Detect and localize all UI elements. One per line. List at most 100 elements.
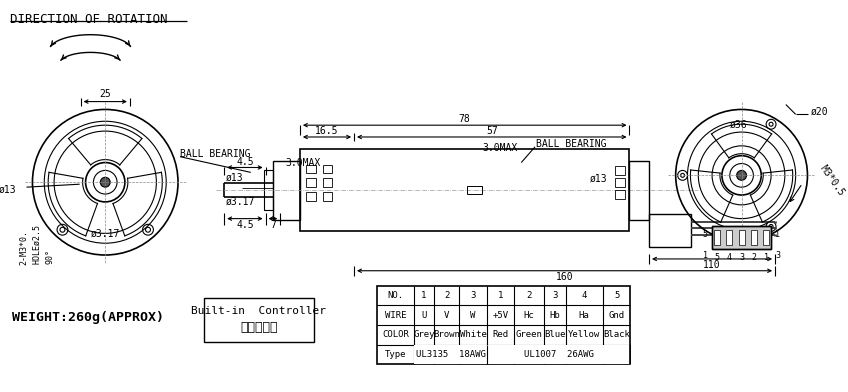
Text: V: V [444, 310, 449, 319]
Text: W: W [471, 310, 476, 319]
Bar [377, 285, 630, 364]
Text: 5: 5 [715, 254, 719, 263]
Text: DIRECTION OF ROTATION: DIRECTION OF ROTATION [10, 13, 167, 26]
Text: 78: 78 [459, 114, 471, 124]
Text: 110: 110 [703, 260, 721, 270]
Text: 5: 5 [703, 230, 708, 239]
Circle shape [146, 227, 150, 232]
Text: UL1007  26AWG: UL1007 26AWG [524, 350, 594, 359]
Text: ø13: ø13 [226, 172, 244, 182]
Text: 1: 1 [421, 291, 427, 300]
Text: 25: 25 [99, 89, 111, 99]
Bar [487, 345, 630, 364]
Text: 1: 1 [703, 250, 708, 260]
Text: +5V: +5V [493, 310, 509, 319]
Bar [649, 214, 691, 247]
Text: ø13: ø13 [590, 173, 608, 183]
Text: 3: 3 [471, 291, 476, 300]
Text: 2: 2 [527, 291, 532, 300]
Bar [264, 171, 273, 210]
Text: ø3.17: ø3.17 [226, 197, 255, 207]
Text: Type: Type [385, 350, 406, 359]
Bar [615, 178, 624, 187]
Text: Hc: Hc [524, 310, 534, 319]
Text: U: U [421, 310, 427, 319]
Bar [322, 165, 332, 173]
Text: UL3135  18AWG: UL3135 18AWG [416, 350, 485, 359]
Circle shape [681, 173, 684, 177]
Bar [739, 230, 745, 245]
Text: 1: 1 [764, 254, 768, 263]
Text: 3.0MAX: 3.0MAX [285, 158, 321, 167]
Text: M3*0.5: M3*0.5 [818, 163, 846, 198]
Circle shape [60, 227, 65, 232]
Bar [763, 230, 769, 245]
Bar [322, 192, 332, 201]
Bar [629, 161, 649, 220]
Circle shape [737, 171, 746, 180]
Text: COLOR: COLOR [382, 330, 409, 339]
Bar [306, 192, 315, 201]
Text: 90°: 90° [45, 249, 54, 265]
Text: ø13: ø13 [0, 185, 17, 195]
Bar [712, 227, 771, 249]
Text: Gnd: Gnd [609, 310, 625, 319]
Bar [751, 230, 756, 245]
Text: 2: 2 [751, 254, 756, 263]
Text: ø36: ø36 [730, 119, 747, 129]
Text: 内置控制器: 内置控制器 [240, 321, 277, 334]
Text: 3: 3 [552, 291, 557, 300]
Text: 1: 1 [775, 230, 780, 239]
Text: 57: 57 [486, 126, 498, 136]
Text: 4: 4 [582, 291, 587, 300]
Text: Green: Green [516, 330, 543, 339]
Text: ø20: ø20 [811, 106, 828, 116]
Circle shape [769, 122, 773, 126]
Text: Built-in  Controller: Built-in Controller [191, 306, 326, 316]
Bar [300, 149, 629, 231]
Text: 3: 3 [775, 250, 780, 260]
Text: WEIGHT:260g(APPROX): WEIGHT:260g(APPROX) [12, 312, 164, 325]
Bar [615, 167, 624, 175]
Text: White: White [460, 330, 487, 339]
Text: 3: 3 [739, 254, 744, 263]
Text: BALL BEARING: BALL BEARING [180, 149, 250, 159]
Bar [467, 186, 482, 194]
Text: 1: 1 [498, 291, 504, 300]
Bar [712, 227, 771, 249]
Text: WIRE: WIRE [385, 310, 406, 319]
Text: Blue: Blue [544, 330, 566, 339]
Bar [714, 230, 720, 245]
Text: 4.5: 4.5 [236, 156, 254, 167]
Text: 4.5: 4.5 [236, 220, 254, 230]
Text: Grey: Grey [413, 330, 435, 339]
Text: HOLEø2.5: HOLEø2.5 [32, 224, 42, 264]
Text: 3.0MAX: 3.0MAX [482, 143, 517, 153]
Text: Brown: Brown [433, 330, 460, 339]
Text: 2-M3*0.: 2-M3*0. [20, 230, 29, 265]
Bar [306, 178, 315, 187]
Text: ø3.17: ø3.17 [91, 229, 120, 238]
Text: Red: Red [493, 330, 509, 339]
Text: Hb: Hb [550, 310, 560, 319]
Text: 2: 2 [444, 291, 449, 300]
Text: BALL BEARING: BALL BEARING [536, 139, 606, 149]
Bar [306, 165, 315, 173]
Bar [273, 161, 300, 220]
Circle shape [769, 225, 773, 229]
Text: 160: 160 [555, 272, 573, 281]
Text: Ha: Ha [579, 310, 589, 319]
Text: Black: Black [603, 330, 630, 339]
Text: 5: 5 [614, 291, 619, 300]
Bar [615, 190, 624, 199]
Circle shape [100, 177, 110, 187]
Text: 16.5: 16.5 [315, 126, 338, 136]
Bar [204, 298, 314, 341]
Bar [727, 230, 732, 245]
Bar [414, 345, 487, 364]
Text: 7: 7 [270, 220, 276, 230]
Text: 4: 4 [727, 254, 732, 263]
Text: Yellow: Yellow [568, 330, 600, 339]
Text: NO.: NO. [388, 291, 404, 300]
Bar [322, 178, 332, 187]
